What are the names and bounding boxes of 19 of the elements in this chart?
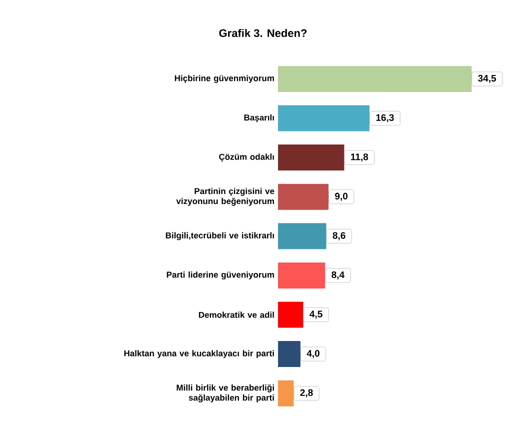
y-tick-label: Başarılı (244, 114, 274, 122)
data-label: 8,4 (332, 271, 344, 280)
y-tick-label: Milli birlik ve beraberliği sağlayabilen bir parti (176, 384, 274, 402)
data-label: 9,0 (335, 192, 348, 201)
chart-title: Grafik 3. Neden? (219, 28, 307, 38)
y-tick-label: Halktan yana ve kucaklayacı bir parti (124, 350, 274, 358)
data-label: 34,5 (478, 74, 496, 84)
y-tick-label: Parti liderine güveniyorum (166, 271, 274, 280)
y-tick-label: Bilgili,tecrübeli ve istikrarlı (166, 232, 274, 240)
y-tick-label: Çözüm odaklı (219, 154, 274, 162)
data-label: 2,8 (300, 389, 313, 398)
y-tick-label: Partinin çizgisini ve vizyonunu beğeniyorum (176, 188, 274, 206)
data-label: 8,6 (332, 232, 346, 240)
data-label: 4,0 (306, 350, 320, 358)
data-label: 11,8 (351, 153, 368, 162)
data-label: 16,3 (376, 114, 394, 122)
data-label: 4,5 (310, 310, 322, 319)
y-tick-label: Hiçbirine güvenmiyorum (174, 74, 274, 83)
y-tick-label: Demokratik ve adil (198, 312, 274, 318)
